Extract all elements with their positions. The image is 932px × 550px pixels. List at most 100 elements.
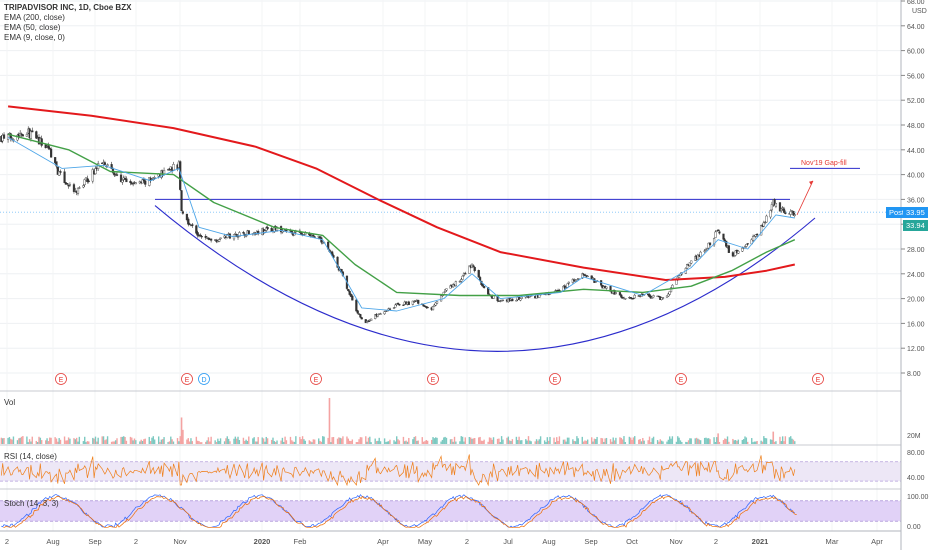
candle-body — [125, 178, 128, 183]
volume-bar — [331, 437, 333, 444]
volume-bar — [500, 436, 503, 444]
volume-bar — [375, 441, 378, 444]
candle-body — [411, 300, 414, 305]
volume-bar — [478, 437, 480, 444]
volume-bar — [276, 440, 278, 444]
volume-bar — [519, 440, 522, 444]
candle-body — [187, 218, 190, 225]
time-axis[interactable]: 2 Aug Sep 2 Nov 2020 Feb Apr May 2 Jul Aug Sep Oct Nov… — [0, 530, 901, 546]
volume-bar — [114, 440, 117, 444]
time-tick-label: Oct — [626, 537, 639, 546]
volume-bar — [176, 438, 179, 444]
volume-bar — [357, 442, 359, 444]
volume-bar — [689, 438, 691, 444]
volume-bar — [518, 436, 520, 444]
candle-body — [242, 232, 245, 234]
volume-bar — [763, 436, 765, 444]
volume-bar — [690, 438, 692, 444]
candle-body — [621, 297, 624, 299]
candle-body — [660, 297, 663, 300]
volume-bar — [63, 436, 66, 444]
candle-body — [462, 273, 466, 276]
volume-bar — [666, 441, 668, 444]
candle-body — [651, 297, 654, 299]
volume-bar — [195, 436, 198, 444]
volume-bar — [667, 439, 670, 444]
volume-bar — [464, 437, 466, 444]
volume-bar — [207, 437, 210, 444]
earnings-marker-label: E — [431, 377, 436, 384]
price-axis[interactable]: 8.0012.0016.0020.0024.0028.0032.0036.004… — [900, 0, 932, 550]
volume-bar — [788, 437, 791, 444]
volume-bar — [656, 440, 659, 444]
volume-bar — [210, 436, 212, 444]
volume-bar — [351, 439, 354, 444]
volume-bar — [687, 440, 690, 444]
candle-body — [575, 279, 579, 281]
rsi-pane — [0, 454, 901, 487]
earnings-marker — [812, 373, 824, 385]
candle-body — [477, 270, 480, 278]
volume-bar — [601, 438, 604, 444]
volume-bar — [650, 442, 652, 444]
volume-bar — [19, 437, 21, 444]
volume-bar — [440, 441, 442, 444]
volume-bar — [11, 439, 13, 444]
volume-bar — [10, 438, 12, 444]
volume-bar — [348, 440, 351, 444]
volume-bar — [254, 441, 257, 444]
volume-bar — [358, 439, 360, 444]
volume-bar — [760, 440, 762, 444]
volume-bar — [304, 440, 306, 444]
volume-bar — [7, 437, 9, 444]
candle-body — [769, 210, 772, 218]
volume-bar — [330, 442, 332, 444]
candle-body — [374, 314, 377, 319]
target-arrow-shaft — [796, 180, 814, 216]
volume-bar — [35, 440, 38, 444]
volume-bar — [86, 441, 89, 444]
legend-ema9[interactable]: EMA (9, close, 0) — [4, 33, 65, 42]
time-tick-label: Apr — [377, 537, 389, 546]
price-tick-label: 28.00 — [907, 247, 925, 254]
volume-bar — [386, 441, 388, 444]
earnings-marker — [198, 373, 210, 385]
volume-bar — [425, 439, 427, 444]
candle-body — [717, 229, 720, 232]
volume-bar — [219, 438, 222, 444]
candle-body — [528, 295, 531, 298]
volume-bar — [112, 441, 114, 444]
candle-body — [313, 236, 316, 238]
candle-body — [153, 177, 156, 179]
volume-bar — [153, 439, 156, 444]
candle-body — [76, 187, 80, 194]
volume-bar — [266, 438, 269, 444]
earnings-marker — [549, 373, 561, 385]
volume-bar — [229, 441, 231, 444]
legend-ema200[interactable]: EMA (200, close) — [4, 13, 65, 22]
gap-fill-annotation[interactable]: Nov'19 Gap-fill — [801, 160, 847, 167]
volume-bar — [129, 436, 132, 444]
volume-bar — [510, 441, 512, 444]
candle-body — [407, 301, 410, 306]
candle-body — [790, 210, 794, 212]
candle-body — [367, 320, 370, 322]
candle-body — [778, 202, 782, 212]
volume-bar — [215, 442, 218, 444]
candle-body — [351, 295, 354, 301]
legend-ema50[interactable]: EMA (50, close) — [4, 23, 61, 32]
volume-bar — [640, 441, 643, 444]
volume-bar — [257, 437, 259, 444]
volume-bar — [671, 436, 674, 444]
volume-bar — [651, 438, 653, 444]
volume-bar — [261, 437, 263, 444]
volume-bar — [1, 438, 4, 444]
volume-bar — [662, 441, 664, 444]
candle-body — [68, 184, 72, 186]
volume-bar — [198, 441, 200, 444]
volume-bar — [366, 441, 368, 444]
volume-bar — [408, 437, 410, 444]
post-price-tag: 33.95 — [903, 207, 928, 218]
